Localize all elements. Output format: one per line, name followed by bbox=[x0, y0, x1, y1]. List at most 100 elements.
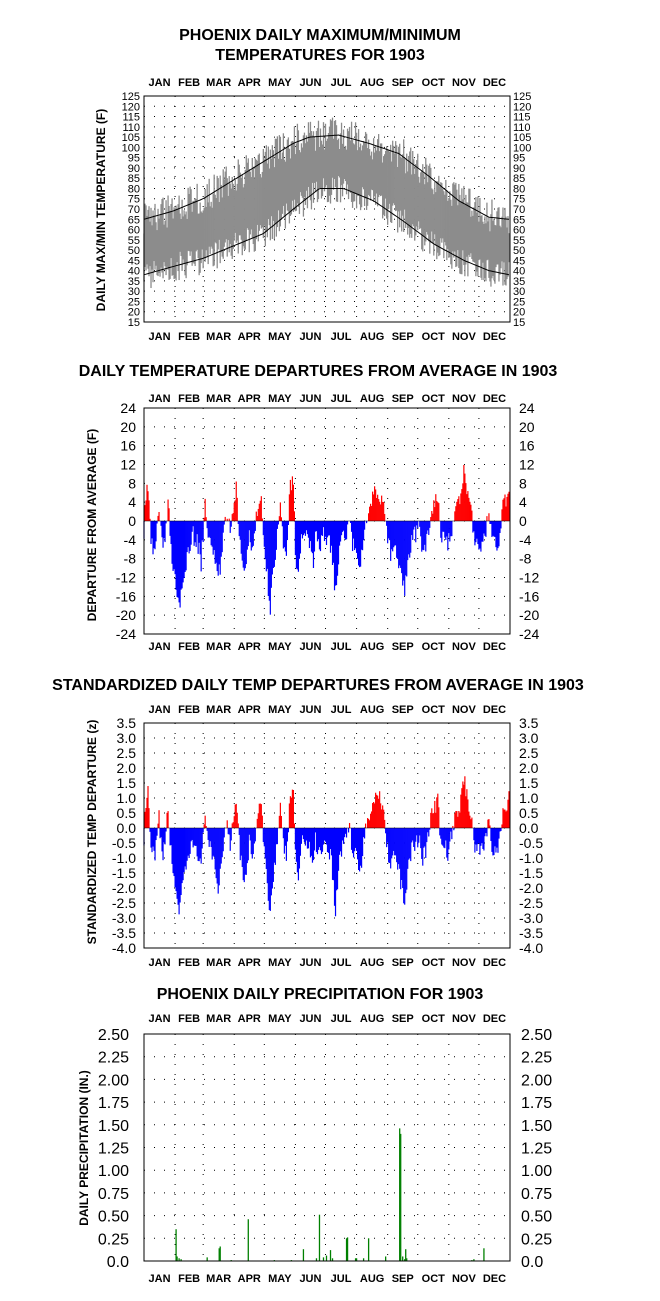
month-label-top: JAN bbox=[149, 77, 171, 89]
month-label-top: NOV bbox=[452, 704, 477, 716]
std-title: STANDARDIZED DAILY TEMP DEPARTURES FROM … bbox=[52, 677, 584, 694]
month-label-top: NOV bbox=[452, 1013, 477, 1025]
month-label-top: OCT bbox=[422, 704, 446, 716]
temp-y-tick-left: 40 bbox=[128, 266, 140, 278]
month-label-top: MAY bbox=[268, 1013, 292, 1025]
month-label-top: JUN bbox=[299, 77, 321, 89]
month-label-top: FEB bbox=[178, 1013, 200, 1025]
precip-y-tick-right: 2.50 bbox=[521, 1027, 552, 1044]
temp-chart-title-line2: TEMPERATURES FOR 1903 bbox=[215, 47, 425, 64]
month-label-bottom: FEB bbox=[178, 1273, 200, 1285]
temp-y-tick-left: 100 bbox=[122, 142, 140, 154]
dep-y-label: DEPARTURE FROM AVERAGE (F) bbox=[85, 429, 99, 621]
std-y-label: STANDARDIZED TEMP DEPARTURE (z) bbox=[85, 720, 99, 945]
precip-y-tick-right: 0.75 bbox=[521, 1186, 552, 1203]
std-y-tick-left: 0.0 bbox=[117, 820, 137, 836]
temp-y-tick-left: 65 bbox=[128, 214, 140, 226]
month-label-top: MAY bbox=[268, 704, 292, 716]
std-y-tick-right: -1.0 bbox=[519, 850, 543, 866]
dep-y-tick-left: 20 bbox=[120, 419, 136, 435]
temp-y-tick-left: 90 bbox=[128, 163, 140, 175]
std-y-tick-right: 2.5 bbox=[519, 745, 539, 761]
month-label-top: JAN bbox=[149, 1013, 171, 1025]
month-label-bottom: JUN bbox=[299, 957, 321, 969]
month-label-bottom: MAR bbox=[206, 957, 231, 969]
dep-y-tick-left: 0 bbox=[128, 513, 136, 529]
month-label-top: JUL bbox=[331, 393, 352, 405]
month-label-bottom: OCT bbox=[422, 641, 446, 653]
month-label-top: AUG bbox=[360, 704, 384, 716]
month-label-top: DEC bbox=[483, 704, 506, 716]
precip-frame bbox=[143, 1033, 511, 1262]
temp-range-band bbox=[143, 117, 510, 289]
month-label-bottom: SEP bbox=[392, 331, 414, 343]
month-label-top: OCT bbox=[422, 1013, 446, 1025]
month-label-bottom: JAN bbox=[149, 331, 171, 343]
temp-y-tick-left: 80 bbox=[128, 183, 140, 195]
temp-y-tick-left: 110 bbox=[122, 122, 140, 134]
dep-y-tick-left: -12 bbox=[116, 570, 136, 586]
month-label-top: AUG bbox=[360, 1013, 384, 1025]
month-label-bottom: APR bbox=[238, 1273, 261, 1285]
dep-y-tick-left: -20 bbox=[116, 607, 136, 623]
temp-y-tick-right: 90 bbox=[513, 163, 525, 175]
month-label-top: MAR bbox=[206, 704, 231, 716]
month-label-bottom: AUG bbox=[360, 957, 384, 969]
month-label-bottom: FEB bbox=[178, 331, 200, 343]
precip-y-tick-right: 1.50 bbox=[521, 1118, 552, 1135]
temp-y-tick-right: 105 bbox=[513, 132, 531, 144]
std-y-tick-left: -1.5 bbox=[112, 865, 136, 881]
temp-y-tick-right: 80 bbox=[513, 183, 525, 195]
precip-y-tick-left: 0.75 bbox=[98, 1186, 129, 1203]
precip-y-tick-right: 2.25 bbox=[521, 1050, 552, 1067]
month-label-top: FEB bbox=[178, 77, 200, 89]
precip-y-tick-right: 2.00 bbox=[521, 1072, 552, 1089]
month-label-top: APR bbox=[238, 704, 261, 716]
month-label-top: OCT bbox=[422, 393, 446, 405]
month-label-top: JUN bbox=[299, 393, 321, 405]
dep-y-tick-left: 16 bbox=[120, 438, 136, 454]
month-label-top: APR bbox=[238, 393, 261, 405]
temp-y-tick-right: 115 bbox=[513, 112, 531, 124]
dep-y-tick-left: -4 bbox=[124, 532, 137, 548]
temp-y-tick-left: 50 bbox=[128, 245, 140, 257]
month-label-bottom: MAY bbox=[268, 957, 292, 969]
month-label-bottom: NOV bbox=[452, 957, 477, 969]
temp-y-tick-left: 85 bbox=[128, 173, 140, 185]
month-label-top: MAY bbox=[268, 77, 292, 89]
std-y-tick-right: 2.0 bbox=[519, 760, 539, 776]
dep-y-tick-right: 0 bbox=[519, 513, 527, 529]
dep-y-tick-right: -4 bbox=[519, 532, 532, 548]
precip-y-tick-left: 1.00 bbox=[98, 1163, 129, 1180]
temp-chart-title-line1: PHOENIX DAILY MAXIMUM/MINIMUM bbox=[179, 27, 461, 44]
precip-y-tick-left: 0.50 bbox=[98, 1209, 129, 1226]
std-frame bbox=[143, 722, 511, 949]
temp-y-tick-right: 50 bbox=[513, 245, 525, 257]
month-label-bottom: OCT bbox=[422, 957, 446, 969]
temp-y-tick-left: 55 bbox=[128, 235, 140, 247]
precip-bars bbox=[175, 1128, 485, 1261]
precip-y-tick-left: 1.75 bbox=[98, 1095, 129, 1112]
temp-y-tick-right: 15 bbox=[513, 317, 525, 329]
month-label-bottom: AUG bbox=[360, 1273, 384, 1285]
month-label-bottom: NOV bbox=[452, 641, 477, 653]
temp-y-tick-left: 120 bbox=[122, 101, 140, 113]
month-label-top: MAR bbox=[206, 1013, 231, 1025]
dep-y-tick-left: -16 bbox=[116, 588, 136, 604]
precip-y-tick-right: 0.50 bbox=[521, 1209, 552, 1226]
temp-y-tick-left: 45 bbox=[128, 255, 140, 267]
std-y-tick-right: -3.0 bbox=[519, 910, 543, 926]
month-label-top: JAN bbox=[149, 393, 171, 405]
month-label-top: JUN bbox=[299, 1013, 321, 1025]
month-label-bottom: JAN bbox=[149, 641, 171, 653]
std-y-tick-left: -1.0 bbox=[112, 850, 136, 866]
std-y-tick-right: 3.5 bbox=[519, 715, 539, 731]
dep-y-tick-right: 16 bbox=[519, 438, 535, 454]
month-label-bottom: NOV bbox=[452, 1273, 477, 1285]
dep-bars bbox=[143, 464, 510, 615]
month-label-bottom: JUN bbox=[299, 331, 321, 343]
month-label-bottom: FEB bbox=[178, 641, 200, 653]
temp-normal-min-line bbox=[143, 188, 510, 276]
temp-y-tick-left: 95 bbox=[128, 153, 140, 165]
dep-y-tick-left: -24 bbox=[116, 626, 136, 642]
